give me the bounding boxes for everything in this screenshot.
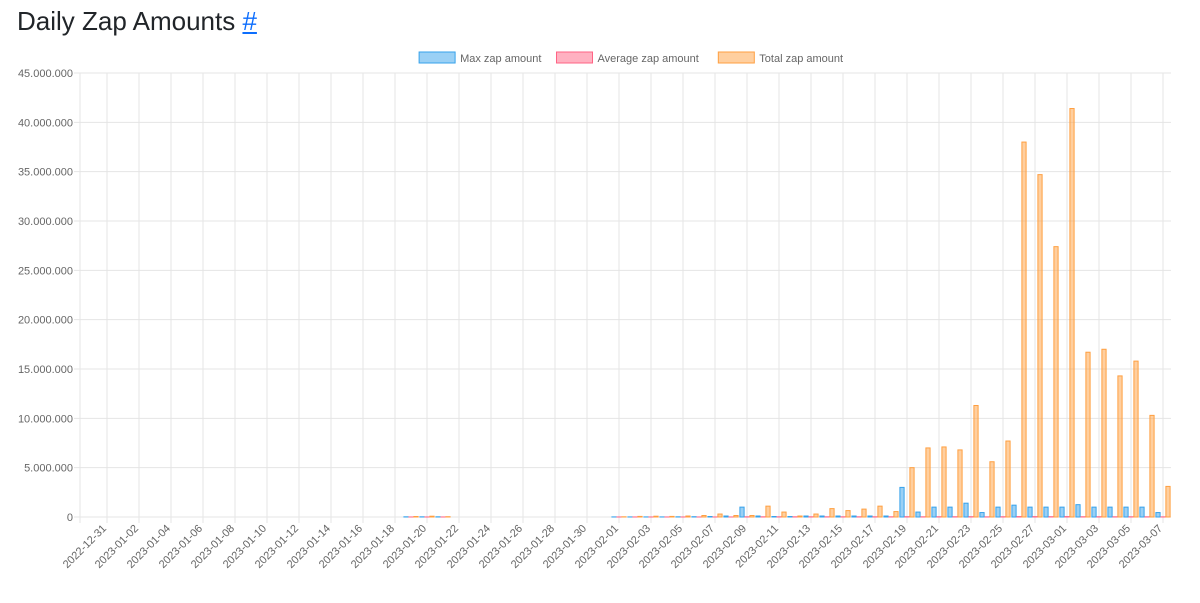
bar xyxy=(931,506,937,518)
bar xyxy=(1011,504,1017,518)
bar xyxy=(1091,506,1097,518)
bar xyxy=(941,446,947,518)
bar xyxy=(867,515,873,518)
y-tick-label: 0 xyxy=(67,512,73,524)
bar xyxy=(813,513,819,518)
bar xyxy=(915,511,921,518)
y-tick-label: 15.000.000 xyxy=(18,364,73,376)
bar xyxy=(685,515,691,518)
bar xyxy=(755,515,761,518)
legend-swatch xyxy=(418,51,456,64)
bar xyxy=(701,515,707,518)
y-tick-label: 10.000.000 xyxy=(18,413,73,425)
bar xyxy=(1021,141,1027,518)
heading: Daily Zap Amounts # xyxy=(17,6,257,37)
bar xyxy=(909,467,915,518)
bar xyxy=(877,505,883,518)
bar xyxy=(781,511,787,518)
bar xyxy=(1027,506,1033,518)
bar xyxy=(429,515,435,518)
legend-label: Max zap amount xyxy=(460,53,541,65)
bar xyxy=(1149,414,1155,518)
bar xyxy=(803,515,809,518)
bar xyxy=(995,506,1001,518)
y-tick-label: 25.000.000 xyxy=(18,265,73,277)
legend-label: Average zap amount xyxy=(598,53,699,65)
bar xyxy=(723,515,729,518)
bar xyxy=(947,506,953,518)
bar xyxy=(1155,512,1161,518)
bar xyxy=(1165,485,1171,518)
bar xyxy=(669,515,675,518)
bar xyxy=(819,515,825,518)
bar xyxy=(1133,360,1139,518)
y-tick-label: 5.000.000 xyxy=(24,463,73,475)
bar xyxy=(963,502,969,518)
bar xyxy=(1123,506,1129,518)
bar xyxy=(899,486,905,518)
y-tick-label: 35.000.000 xyxy=(18,167,73,179)
bar xyxy=(925,447,931,518)
bar xyxy=(1053,246,1059,518)
chart-title: Daily Zap Amounts xyxy=(17,6,236,36)
bar xyxy=(717,513,723,518)
bar xyxy=(653,515,659,518)
bar xyxy=(1005,440,1011,518)
bar xyxy=(733,515,739,518)
y-tick-label: 45.000.000 xyxy=(18,68,73,80)
bar xyxy=(973,405,979,518)
bar xyxy=(883,515,889,518)
y-tick-label: 30.000.000 xyxy=(18,216,73,228)
bar xyxy=(1107,506,1113,518)
y-tick-label: 40.000.000 xyxy=(18,117,73,129)
bar xyxy=(835,515,841,518)
bar xyxy=(1059,506,1065,518)
bar xyxy=(1085,351,1091,518)
legend-swatch xyxy=(556,51,593,64)
bar xyxy=(749,515,755,518)
bar xyxy=(989,461,995,518)
bar xyxy=(1037,174,1043,518)
bar xyxy=(1069,108,1075,518)
bar xyxy=(739,506,745,518)
bar xyxy=(1101,348,1107,518)
bar xyxy=(893,511,899,518)
y-tick-label: 20.000.000 xyxy=(18,315,73,327)
bar xyxy=(845,510,851,518)
bar xyxy=(1043,506,1049,518)
bar xyxy=(829,508,835,518)
bar xyxy=(1075,504,1081,518)
bar xyxy=(1117,375,1123,518)
anchor-link[interactable]: # xyxy=(242,6,257,36)
bar xyxy=(851,515,857,518)
legend-swatch xyxy=(717,51,755,64)
bar xyxy=(979,512,985,518)
bar xyxy=(957,449,963,518)
bar xyxy=(861,508,867,518)
bar xyxy=(797,515,803,518)
legend-label: Total zap amount xyxy=(759,53,843,65)
bar xyxy=(1139,506,1145,518)
bar xyxy=(637,515,643,518)
bar xyxy=(765,505,771,518)
